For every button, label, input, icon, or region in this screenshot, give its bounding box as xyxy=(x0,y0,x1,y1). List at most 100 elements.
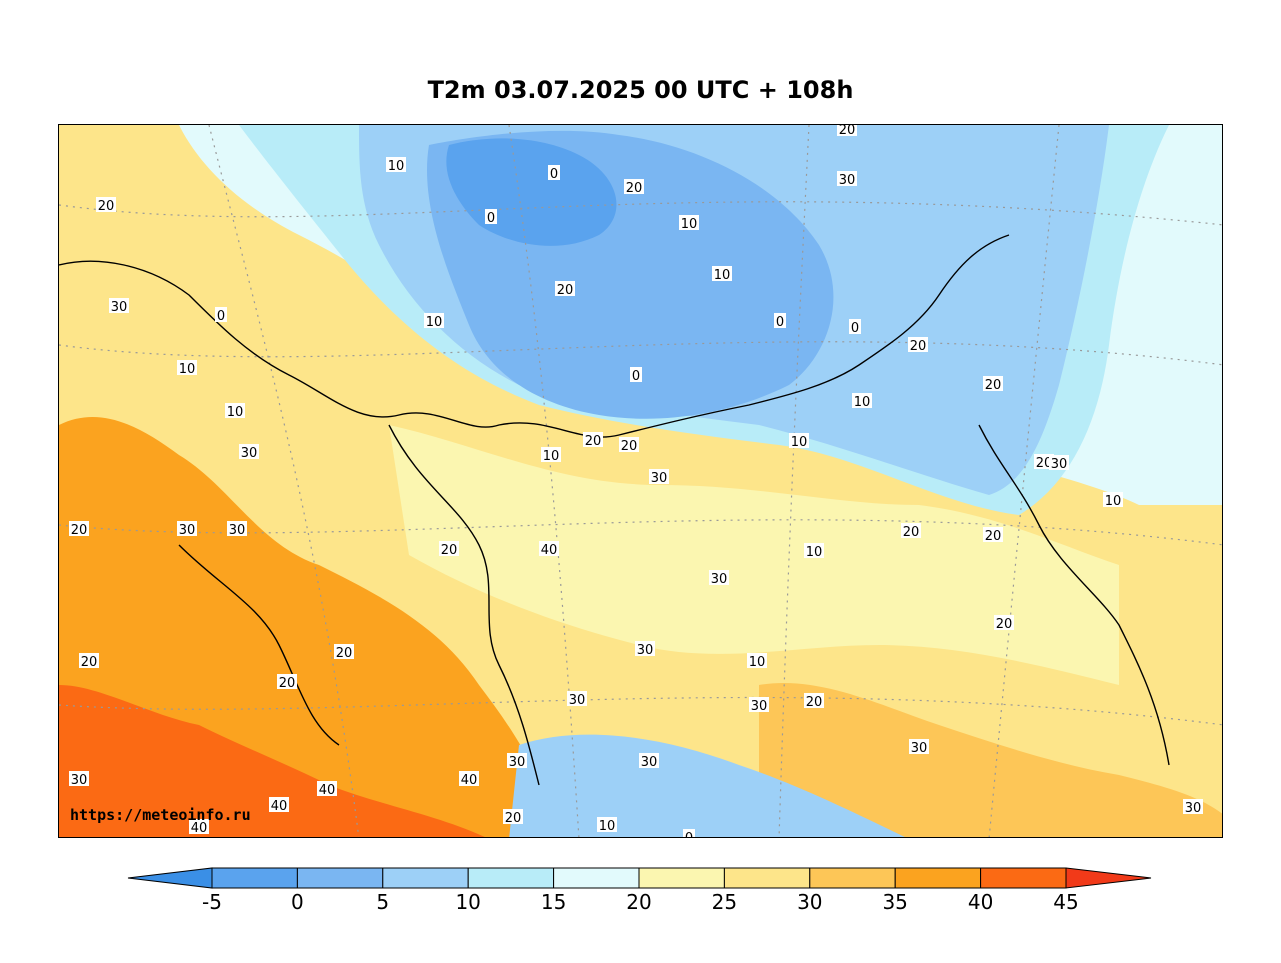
contour-label-bg xyxy=(459,771,479,786)
contour-label: 20 xyxy=(81,655,98,670)
contour-label-bg xyxy=(712,266,732,281)
contour-label: 20 xyxy=(806,695,823,710)
map-title: T2m 03.07.2025 00 UTC + 108h xyxy=(427,76,854,104)
contour-label-bg xyxy=(908,337,928,352)
contour-label: 10 xyxy=(179,362,196,377)
contour-label-bg xyxy=(901,523,921,538)
colorbar-bin xyxy=(894,867,982,889)
contour-label: 30 xyxy=(509,755,526,770)
contour-label-bg xyxy=(567,691,587,706)
contour-label: 40 xyxy=(319,783,336,798)
contour-label: 30 xyxy=(111,300,128,315)
contour-label: 10 xyxy=(426,315,443,330)
source-credit: https://meteoinfo.ru xyxy=(70,806,251,824)
contour-label-bg xyxy=(503,809,523,824)
contour-label: 30 xyxy=(641,755,658,770)
contour-label: 20 xyxy=(279,676,296,691)
colorbar-bin xyxy=(638,867,725,889)
contour-label-bg xyxy=(1183,799,1203,814)
contour-label-bg xyxy=(215,307,227,322)
colorbar-tick-label: 5 xyxy=(376,890,390,914)
contour-label-bg xyxy=(69,771,89,786)
contour-label-bg xyxy=(317,781,337,796)
contour-label-bg xyxy=(69,521,89,536)
contour-label: 20 xyxy=(839,125,856,138)
contour-label: 40 xyxy=(271,799,288,814)
contour-label-bg xyxy=(1103,492,1123,507)
contour-label: 30 xyxy=(179,523,196,538)
mild-region xyxy=(389,425,1119,685)
contour-label-bg xyxy=(424,313,444,328)
contour-label-bg xyxy=(774,313,786,328)
colorbar-bin xyxy=(296,867,384,889)
contour-label-bg xyxy=(239,444,259,459)
contour-label: 40 xyxy=(541,543,558,558)
contour-label: 20 xyxy=(98,199,115,214)
contour-label: 20 xyxy=(985,378,1002,393)
contour-label: 20 xyxy=(903,525,920,540)
contour-label-bg xyxy=(849,319,861,334)
contour-label: 30 xyxy=(241,446,258,461)
colorbar-cells xyxy=(127,867,1152,889)
contour-label: 0 xyxy=(550,167,558,182)
contour-label-bg xyxy=(679,215,699,230)
contour-label: 30 xyxy=(71,773,88,788)
contour-label-bg xyxy=(1049,455,1069,470)
contour-label-bg xyxy=(994,615,1014,630)
contour-label-bg xyxy=(789,433,809,448)
contour-label: 40 xyxy=(191,821,208,836)
contour-label: 10 xyxy=(854,395,871,410)
contour-label-bg xyxy=(548,165,560,180)
contour-label: 20 xyxy=(557,283,574,298)
contour-label-bg xyxy=(804,693,824,708)
contour-label-bg xyxy=(539,541,559,556)
warm-region-east xyxy=(759,683,1222,837)
contour-label: 10 xyxy=(1105,494,1122,509)
colorbar xyxy=(127,867,1152,889)
colorbar-extend-low xyxy=(127,867,213,889)
contour-label: 0 xyxy=(487,211,495,226)
contour-label-bg xyxy=(597,817,617,832)
contour-label: 20 xyxy=(336,646,353,661)
contour-label-bg xyxy=(334,644,354,659)
contour-label: 0 xyxy=(685,831,693,838)
contour-label-bg xyxy=(804,543,824,558)
contour-label-bg xyxy=(96,197,116,212)
contour-label: 10 xyxy=(749,655,766,670)
contour-label: 30 xyxy=(651,471,668,486)
contour-label-bg xyxy=(541,447,561,462)
contour-label-bg xyxy=(386,157,406,172)
contour-label-bg xyxy=(439,541,459,556)
colorbar-bin xyxy=(723,867,811,889)
colorbar-tick-label: 35 xyxy=(882,890,908,914)
colorbar-tick-label: 45 xyxy=(1053,890,1079,914)
cold-patch-south xyxy=(509,734,905,837)
colorbar-tick-label: 30 xyxy=(797,890,823,914)
colorbar-extend-high xyxy=(1065,867,1152,889)
contour-label-bg xyxy=(852,393,872,408)
contour-label: 30 xyxy=(711,572,728,587)
contour-label: 0 xyxy=(851,321,859,336)
contour-label-bg xyxy=(624,179,644,194)
contour-label-bg xyxy=(630,367,642,382)
contour-label-bg xyxy=(225,403,245,418)
contour-label-bg xyxy=(485,209,497,224)
contour-label: 20 xyxy=(585,434,602,449)
contour-label: 30 xyxy=(1051,457,1068,472)
contour-label-bg xyxy=(227,521,247,536)
temperature-fields xyxy=(59,125,1222,837)
contour-label: 20 xyxy=(71,523,88,538)
contour-label-bg xyxy=(683,829,695,837)
contour-label: 20 xyxy=(626,181,643,196)
contour-label-bg xyxy=(555,281,575,296)
contour-label: 30 xyxy=(751,699,768,714)
colorbar-tick-label: 10 xyxy=(455,890,481,914)
contour-label-bg xyxy=(635,641,655,656)
contour-label-bg xyxy=(709,570,729,585)
contour-label-bg xyxy=(619,437,639,452)
contour-label-bg xyxy=(583,432,603,447)
contour-label-bg xyxy=(837,171,857,186)
colorbar-tick-label: 25 xyxy=(711,890,738,914)
contour-label-bg xyxy=(507,753,527,768)
